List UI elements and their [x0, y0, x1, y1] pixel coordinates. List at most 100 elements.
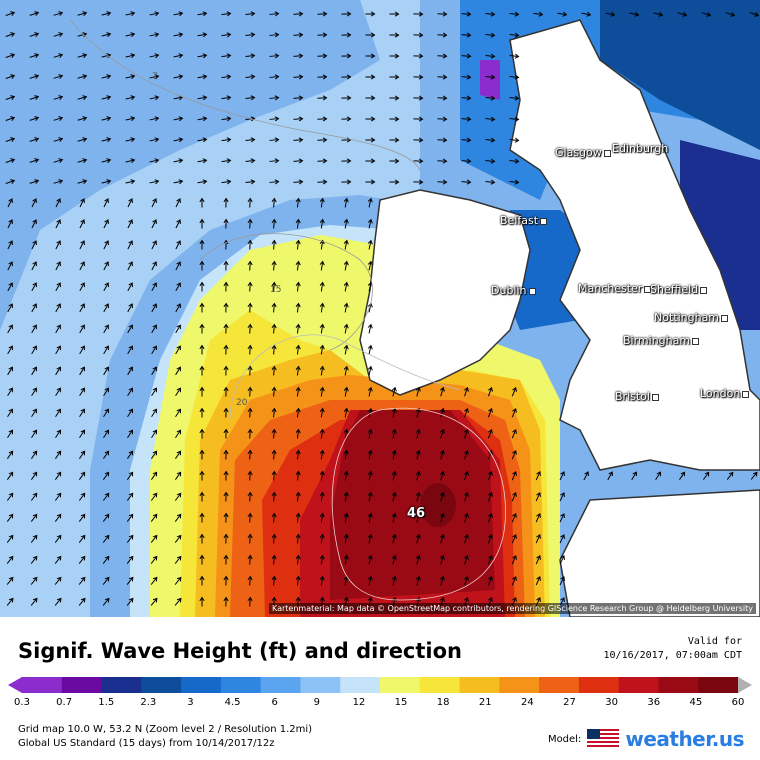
direction-arrow-head — [295, 554, 301, 560]
direction-arrow — [509, 75, 519, 79]
direction-arrow — [125, 159, 135, 163]
direction-arrow — [344, 534, 348, 544]
direction-arrow — [511, 450, 517, 460]
direction-arrow — [416, 555, 420, 565]
direction-arrow-head — [104, 198, 109, 204]
direction-arrow-head — [346, 53, 352, 59]
direction-arrow-head — [295, 386, 301, 392]
city-label-london: London — [700, 387, 750, 400]
direction-arrow-head — [10, 53, 16, 58]
direction-arrow-head — [295, 197, 301, 203]
direction-arrow-head — [295, 344, 301, 350]
direction-arrow — [392, 555, 396, 565]
scale-cell — [61, 677, 103, 693]
direction-arrow — [5, 75, 15, 79]
direction-arrow — [245, 117, 255, 121]
direction-arrow-head — [32, 366, 37, 372]
brand-name: weather.us — [625, 727, 744, 751]
direction-arrow-head — [512, 554, 517, 560]
direction-arrow — [175, 451, 181, 459]
direction-arrow — [54, 514, 62, 522]
direction-arrow — [53, 54, 63, 58]
direction-arrow-head — [536, 597, 541, 602]
direction-arrow-head — [370, 53, 376, 59]
direction-arrow-head — [418, 53, 424, 59]
direction-arrow-head — [319, 239, 325, 245]
contour-line-7 — [69, 19, 421, 171]
direction-arrow — [509, 159, 519, 163]
direction-arrow-head — [298, 95, 304, 101]
direction-arrow-head — [104, 513, 110, 519]
direction-arrow — [55, 408, 61, 418]
direction-arrow-head — [199, 260, 205, 266]
direction-arrow-head — [56, 345, 61, 351]
direction-arrow-head — [466, 179, 472, 185]
direction-arrow-head — [247, 449, 253, 455]
brand-block[interactable]: Model: weather.us — [548, 727, 745, 751]
direction-arrow — [461, 139, 471, 141]
direction-arrow — [249, 429, 251, 439]
scale-tick-label: 24 — [521, 697, 534, 708]
direction-arrow-head — [490, 179, 496, 185]
direction-arrow — [368, 366, 372, 376]
direction-arrow-head — [10, 74, 16, 79]
direction-arrow — [464, 408, 468, 418]
direction-arrow-head — [271, 554, 277, 560]
direction-arrow — [296, 492, 300, 502]
direction-arrow — [461, 118, 471, 120]
direction-arrow-head — [82, 53, 88, 59]
direction-arrow-head — [199, 281, 205, 287]
direction-arrow-head — [466, 116, 472, 122]
direction-arrow-head — [295, 470, 301, 476]
wave-height-map[interactable]: Glasgow Edinburgh Belfast Dublin Manches… — [0, 0, 760, 617]
direction-arrow-head — [82, 116, 88, 122]
direction-arrow-head — [247, 596, 253, 602]
direction-arrow-head — [202, 95, 208, 101]
direction-arrow — [151, 324, 157, 334]
direction-arrow-head — [319, 512, 325, 518]
direction-arrow — [583, 471, 589, 481]
direction-arrow-head — [176, 513, 182, 519]
direction-arrow-head — [226, 158, 232, 164]
direction-arrow-head — [56, 513, 62, 519]
direction-arrow — [6, 514, 14, 522]
direction-arrow — [125, 75, 135, 79]
direction-arrow — [5, 117, 15, 121]
direction-arrow — [101, 12, 111, 16]
direction-arrow — [273, 198, 275, 208]
direction-arrow-head — [250, 32, 256, 38]
direction-arrow-head — [199, 491, 205, 497]
direction-arrow — [79, 282, 85, 292]
scale-tick-label: 2.3 — [140, 697, 157, 708]
direction-arrow-head — [271, 197, 277, 203]
direction-arrow-head — [295, 491, 301, 497]
direction-arrow-head — [80, 429, 86, 435]
direction-arrow-head — [391, 428, 397, 434]
scale-cell — [220, 677, 262, 693]
direction-arrow — [174, 535, 182, 543]
direction-arrow — [368, 324, 372, 334]
direction-arrow — [559, 576, 565, 586]
direction-arrow-head — [490, 95, 496, 101]
direction-arrow-head — [512, 512, 517, 518]
direction-arrow — [461, 160, 471, 162]
great-britain-landmass — [509, 19, 760, 471]
direction-arrow-head — [104, 303, 109, 309]
direction-arrow-head — [152, 324, 157, 330]
scale-cell — [618, 677, 659, 693]
direction-arrow — [273, 450, 275, 460]
direction-arrow — [296, 282, 300, 292]
direction-arrow-head — [319, 218, 325, 224]
direction-arrow-head — [367, 239, 373, 245]
direction-arrow-head — [367, 407, 373, 413]
direction-arrow — [269, 55, 279, 57]
north-sea-east — [680, 140, 760, 330]
direction-arrow — [78, 577, 86, 585]
direction-arrow — [53, 33, 63, 37]
scale-tick-label: 0.3 — [14, 697, 30, 708]
direction-arrow — [440, 429, 444, 439]
direction-arrow — [127, 345, 133, 355]
direction-arrow-head — [176, 282, 181, 288]
direction-arrow — [55, 303, 61, 313]
direction-arrow — [173, 96, 183, 100]
